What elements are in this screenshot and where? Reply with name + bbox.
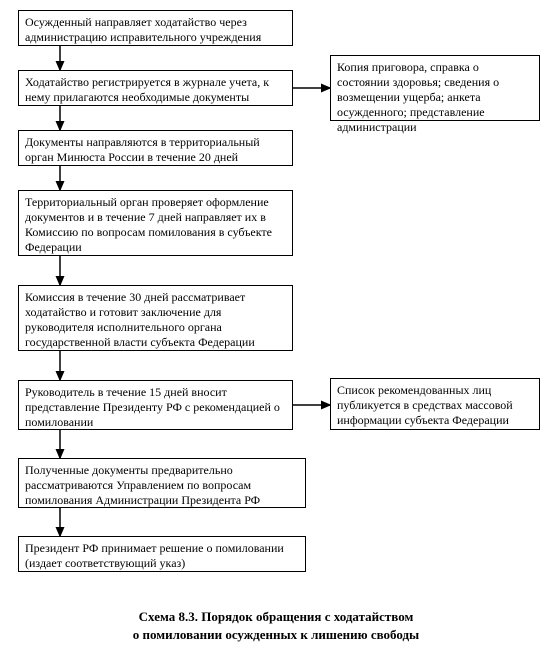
step-4: Территориальный орган проверяет оформлен…	[18, 190, 293, 256]
step-7: Полученные документы предварительно расс…	[18, 458, 306, 508]
step-6: Руководитель в течение 15 дней вносит пр…	[18, 380, 293, 430]
caption-line-2: о помиловании осужденных к лишению свобо…	[133, 627, 419, 642]
step-3: Документы направляются в территориальный…	[18, 130, 293, 166]
step-1: Осужденный направляет ходатайство через …	[18, 10, 293, 46]
side-note-documents: Копия приговора, справка о состоянии здо…	[330, 55, 540, 121]
step-8: Президент РФ принимает решение о помилов…	[18, 536, 306, 572]
figure-caption: Схема 8.3. Порядок обращения с ходатайст…	[0, 608, 552, 644]
step-2: Ходатайство регистрируется в журнале уче…	[18, 70, 293, 106]
caption-line-1: Схема 8.3. Порядок обращения с ходатайст…	[139, 609, 414, 624]
side-note-publication: Список рекомендованных лиц публикуется в…	[330, 378, 540, 430]
flowchart-canvas: Осужденный направляет ходатайство через …	[0, 0, 552, 663]
step-5: Комиссия в течение 30 дней рассматривает…	[18, 285, 293, 351]
